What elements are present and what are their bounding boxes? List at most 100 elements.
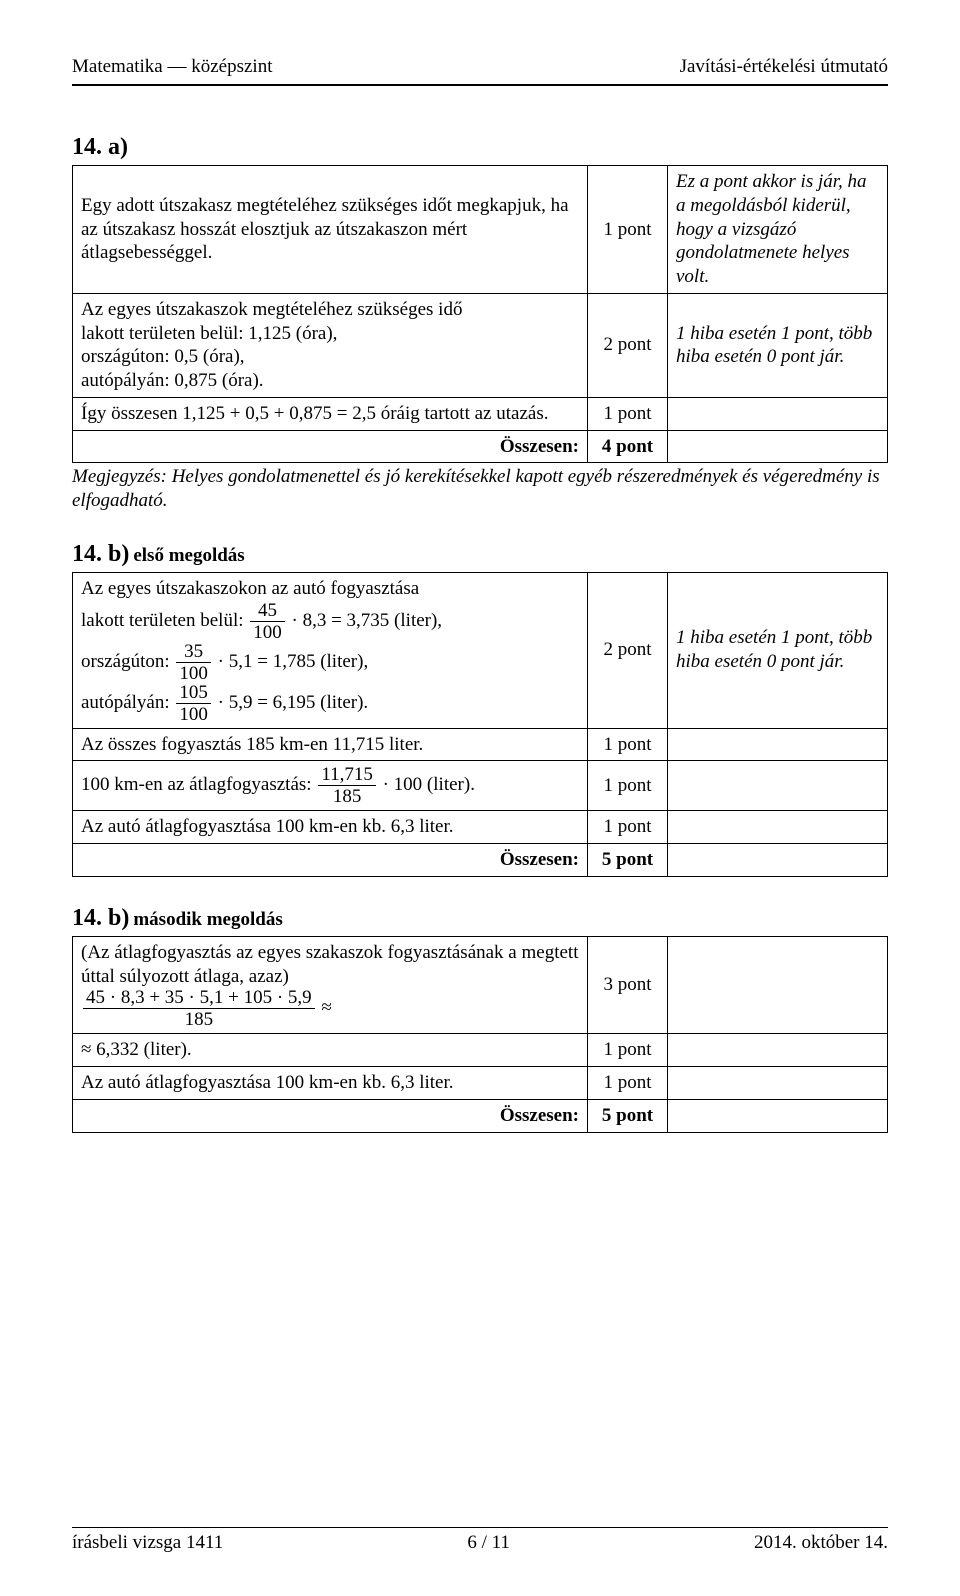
cell-note bbox=[668, 811, 888, 844]
footer-left: írásbeli vizsga 1411 bbox=[72, 1532, 223, 1554]
section-14b1-sub: első megoldás bbox=[133, 545, 244, 566]
calc-prefix: országúton: bbox=[81, 650, 174, 671]
calc-suffix: · 8,3 = 3,735 (liter), bbox=[292, 609, 443, 630]
numerator: 35 bbox=[176, 642, 211, 663]
cell-note bbox=[668, 936, 888, 1034]
section-14a-title: 14. a) bbox=[72, 134, 128, 160]
header-right: Javítási-értékelési útmutató bbox=[680, 56, 888, 78]
calc-line: országúton: 35100 · 5,1 = 1,785 (liter), bbox=[81, 642, 579, 683]
total-points: 5 pont bbox=[588, 844, 668, 877]
total-label: Összesen: bbox=[73, 844, 588, 877]
section-14b2-sub: második megoldás bbox=[133, 909, 282, 930]
cell-note bbox=[668, 397, 888, 430]
page: Matematika — középszint Javítási-értékel… bbox=[0, 0, 960, 1596]
calc-suffix: · 5,1 = 1,785 (liter), bbox=[218, 650, 369, 671]
denominator: 100 bbox=[176, 663, 211, 683]
page-header: Matematika — középszint Javítási-értékel… bbox=[72, 56, 888, 86]
cell-note: 1 hiba esetén 1 pont, több hiba esetén 0… bbox=[668, 293, 888, 397]
cell-text: Az egyes útszakaszok megtételéhez szüksé… bbox=[73, 293, 588, 397]
calc-prefix: 100 km-en az átlagfogyasztás: bbox=[81, 774, 316, 795]
table-14b1: Az egyes útszakaszokon az autó fogyasztá… bbox=[72, 572, 888, 877]
calc-prefix: autópályán: bbox=[81, 691, 174, 712]
footer-center: 6 / 11 bbox=[467, 1532, 510, 1554]
numerator: 105 bbox=[176, 683, 211, 704]
fraction: 105100 bbox=[176, 683, 211, 724]
table-14a: Egy adott útszakasz megtételéhez szükség… bbox=[72, 165, 888, 463]
cell-note: Ez a pont akkor is jár, ha a megoldásból… bbox=[668, 166, 888, 294]
cell-text: 100 km-en az átlagfogyasztás: 11,715185 … bbox=[73, 761, 588, 811]
section-14b2: 14. b) második megoldás (Az átlagfogyasz… bbox=[72, 905, 888, 1133]
fraction: 11,715185 bbox=[318, 765, 376, 806]
cell-note: 1 hiba esetén 1 pont, több hiba esetén 0… bbox=[668, 572, 888, 728]
cell-text: Az egyes útszakaszokon az autó fogyasztá… bbox=[73, 572, 588, 728]
total-label: Összesen: bbox=[73, 430, 588, 463]
cell-text: Az autó átlagfogyasztása 100 km-en kb. 6… bbox=[73, 811, 588, 844]
total-label: Összesen: bbox=[73, 1099, 588, 1132]
footer-right: 2014. október 14. bbox=[754, 1532, 888, 1554]
intro-line: (Az átlagfogyasztás az egyes szakaszok f… bbox=[81, 941, 579, 989]
cell-points: 1 pont bbox=[588, 728, 668, 761]
section-14b1: 14. b) első megoldás Az egyes útszakaszo… bbox=[72, 541, 888, 877]
table-row: Az egyes útszakaszokon az autó fogyasztá… bbox=[73, 572, 888, 728]
cell-text: (Az átlagfogyasztás az egyes szakaszok f… bbox=[73, 936, 588, 1034]
total-row: Összesen: 5 pont bbox=[73, 844, 888, 877]
table-14b2: (Az átlagfogyasztás az egyes szakaszok f… bbox=[72, 936, 888, 1133]
section-14b2-title: 14. b) bbox=[72, 905, 129, 931]
cell-note bbox=[668, 844, 888, 877]
cell-note bbox=[668, 430, 888, 463]
total-row: Összesen: 4 pont bbox=[73, 430, 888, 463]
numerator: 45 bbox=[250, 601, 285, 622]
denominator: 185 bbox=[83, 1009, 315, 1029]
approx-sign: ≈ bbox=[321, 997, 331, 1018]
total-points: 4 pont bbox=[588, 430, 668, 463]
table-row: Az összes fogyasztás 185 km-en 11,715 li… bbox=[73, 728, 888, 761]
cell-note bbox=[668, 1067, 888, 1100]
table-row: ≈ 6,332 (liter). 1 pont bbox=[73, 1034, 888, 1067]
fraction: 35100 bbox=[176, 642, 211, 683]
section-14b1-title: 14. b) bbox=[72, 541, 129, 567]
denominator: 100 bbox=[250, 622, 285, 642]
cell-text: Az autó átlagfogyasztása 100 km-en kb. 6… bbox=[73, 1067, 588, 1100]
cell-points: 1 pont bbox=[588, 1067, 668, 1100]
cell-note bbox=[668, 761, 888, 811]
cell-points: 2 pont bbox=[588, 293, 668, 397]
cell-text: Így összesen 1,125 + 0,5 + 0,875 = 2,5 ó… bbox=[73, 397, 588, 430]
table-row: Egy adott útszakasz megtételéhez szükség… bbox=[73, 166, 888, 294]
calc-suffix: · 100 (liter). bbox=[383, 774, 475, 795]
calc-prefix: lakott területen belül: bbox=[81, 609, 248, 630]
fraction: 45100 bbox=[250, 601, 285, 642]
table-row: Így összesen 1,125 + 0,5 + 0,875 = 2,5 ó… bbox=[73, 397, 888, 430]
calc-line: 45 · 8,3 + 35 · 5,1 + 105 · 5,9185 ≈ bbox=[81, 988, 579, 1029]
calc-suffix: · 5,9 = 6,195 (liter). bbox=[218, 691, 369, 712]
cell-text: Az összes fogyasztás 185 km-en 11,715 li… bbox=[73, 728, 588, 761]
table-row: (Az átlagfogyasztás az egyes szakaszok f… bbox=[73, 936, 888, 1034]
cell-points: 1 pont bbox=[588, 761, 668, 811]
section-14a: 14. a) Egy adott útszakasz megtételéhez … bbox=[72, 134, 888, 513]
calc-line: autópályán: 105100 · 5,9 = 6,195 (liter)… bbox=[81, 683, 579, 724]
section-14a-note: Megjegyzés: Helyes gondolatmenettel és j… bbox=[72, 465, 888, 513]
calc-line: lakott területen belül: 45100 · 8,3 = 3,… bbox=[81, 601, 579, 642]
table-row: Az autó átlagfogyasztása 100 km-en kb. 6… bbox=[73, 811, 888, 844]
numerator: 45 · 8,3 + 35 · 5,1 + 105 · 5,9 bbox=[83, 988, 315, 1009]
cell-note bbox=[668, 1034, 888, 1067]
cell-note bbox=[668, 728, 888, 761]
cell-points: 1 pont bbox=[588, 166, 668, 294]
cell-text: Egy adott útszakasz megtételéhez szükség… bbox=[73, 166, 588, 294]
page-footer: írásbeli vizsga 1411 6 / 11 2014. októbe… bbox=[72, 1527, 888, 1554]
cell-points: 1 pont bbox=[588, 397, 668, 430]
cell-points: 2 pont bbox=[588, 572, 668, 728]
total-row: Összesen: 5 pont bbox=[73, 1099, 888, 1132]
fraction: 45 · 8,3 + 35 · 5,1 + 105 · 5,9185 bbox=[83, 988, 315, 1029]
denominator: 100 bbox=[176, 704, 211, 724]
table-row: Az autó átlagfogyasztása 100 km-en kb. 6… bbox=[73, 1067, 888, 1100]
cell-points: 1 pont bbox=[588, 1034, 668, 1067]
numerator: 11,715 bbox=[318, 765, 376, 786]
table-row: 100 km-en az átlagfogyasztás: 11,715185 … bbox=[73, 761, 888, 811]
cell-text: ≈ 6,332 (liter). bbox=[73, 1034, 588, 1067]
denominator: 185 bbox=[318, 786, 376, 806]
cell-points: 3 pont bbox=[588, 936, 668, 1034]
header-left: Matematika — középszint bbox=[72, 56, 273, 78]
cell-note bbox=[668, 1099, 888, 1132]
total-points: 5 pont bbox=[588, 1099, 668, 1132]
intro-line: Az egyes útszakaszokon az autó fogyasztá… bbox=[81, 577, 579, 601]
